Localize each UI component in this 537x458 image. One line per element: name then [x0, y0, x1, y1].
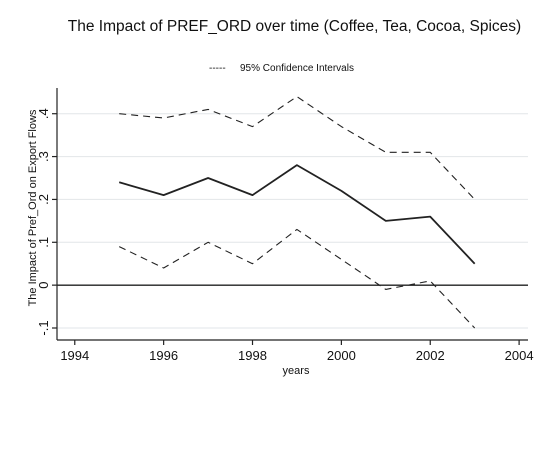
y-tick-label: 0 [36, 282, 51, 289]
y-tick-label: .4 [36, 108, 51, 119]
x-tick-label: 2000 [327, 348, 356, 363]
x-tick-label: 1994 [60, 348, 89, 363]
y-tick-label: .1 [36, 237, 51, 248]
chart-title: The Impact of PREF_ORD over time (Coffee… [67, 18, 522, 35]
x-tick-label: 2004 [505, 348, 534, 363]
y-tick-label: .3 [36, 151, 51, 162]
legend-label: 95% Confidence Intervals [240, 63, 354, 74]
x-tick-label: 1996 [149, 348, 178, 363]
x-axis-title: years [283, 365, 310, 377]
axes: -.1 0 .1 .2 .3 .4 1994 1996 1998 2000 2002 2004 [36, 88, 534, 363]
estimate-line [118, 164, 476, 265]
x-tick-label: 1998 [238, 348, 267, 363]
gridlines [57, 113, 528, 329]
confidence-interval-line [119, 96, 476, 200]
y-tick-label: .2 [36, 194, 51, 205]
y-axis-title: The Impact of Pref_Ord on Export Flows [27, 109, 39, 306]
x-tick-label: 2002 [416, 348, 445, 363]
series-lines [118, 96, 476, 329]
legend: ----- 95% Confidence Intervals [209, 63, 354, 74]
legend-marker: ----- [209, 63, 226, 74]
y-tick-label: -.1 [36, 320, 51, 335]
confidence-interval-line [118, 228, 476, 329]
